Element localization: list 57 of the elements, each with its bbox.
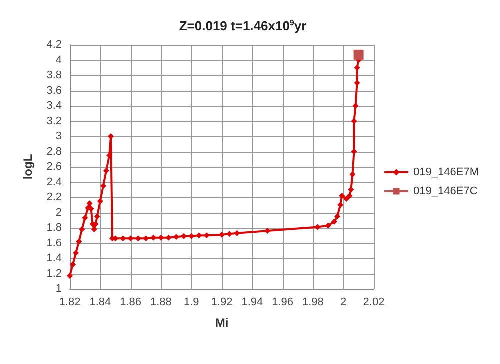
y-tick-label: 3.2 <box>46 115 62 128</box>
point <box>103 168 110 174</box>
point <box>338 202 344 208</box>
x-tick-label: 1.96 <box>272 296 294 308</box>
x-tick-label: 1.84 <box>90 296 112 308</box>
point <box>67 273 73 280</box>
y-tick-label: 3.4 <box>46 100 62 112</box>
point <box>97 198 104 204</box>
point <box>106 152 113 159</box>
y-tick-label: 3.6 <box>46 84 62 97</box>
y-tick-label: 2.2 <box>46 192 62 204</box>
x-tick-label: 1.82 <box>59 296 81 308</box>
y-tick-label: 1.8 <box>46 222 62 234</box>
legend-label: 019_146E7M <box>414 166 480 178</box>
point <box>226 231 233 238</box>
x-tick-label: 1.98 <box>302 296 324 308</box>
point <box>73 250 80 256</box>
point <box>352 103 359 109</box>
x-tick-label: 2 <box>340 296 347 308</box>
point <box>344 196 350 202</box>
point <box>346 192 353 199</box>
y-tick-label: 2.8 <box>46 146 62 158</box>
point <box>70 262 76 268</box>
x-tick-label: 1.92 <box>211 296 233 308</box>
y-tick-label: 1.6 <box>46 237 62 250</box>
point <box>76 238 82 245</box>
x-axis-title: Mi <box>215 316 229 330</box>
point <box>339 192 346 199</box>
y-tick-label: 2 <box>56 206 62 219</box>
point <box>354 64 360 71</box>
legend-label: 019_146E7C <box>414 186 478 198</box>
y-tick-label: 1.2 <box>46 268 62 280</box>
y-axis-title: logL <box>21 154 35 180</box>
x-tick-label: 2.02 <box>363 296 385 308</box>
y-tick-label: 4 <box>56 54 62 66</box>
point <box>79 226 86 233</box>
y-tick-label: 3.8 <box>46 70 62 82</box>
point <box>219 232 225 238</box>
x-tick-label: 1.9 <box>184 296 200 308</box>
point <box>94 214 100 220</box>
point <box>325 222 332 229</box>
x-tick-label: 1.88 <box>150 296 172 308</box>
y-tick-label: 1 <box>56 283 62 295</box>
point <box>331 218 338 225</box>
y-tick-label: 2.6 <box>46 161 62 173</box>
point <box>82 215 88 222</box>
y-tick-label: 4.2 <box>46 39 62 51</box>
y-tick-label: 3 <box>56 130 62 142</box>
point <box>334 214 341 220</box>
point <box>354 50 364 60</box>
point <box>100 183 106 190</box>
point <box>181 233 187 240</box>
y-tick-label: 2.4 <box>46 176 62 188</box>
x-tick-label: 1.94 <box>242 296 264 308</box>
y-tick-label: 1.4 <box>46 252 62 264</box>
point <box>143 236 149 242</box>
x-tick-label: 1.86 <box>120 296 142 308</box>
